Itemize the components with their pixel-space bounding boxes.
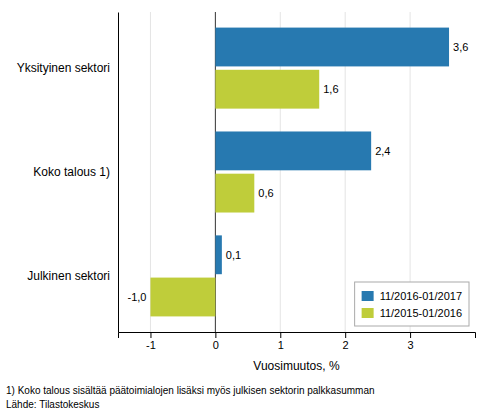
tick-mark <box>345 332 346 338</box>
y-axis-line <box>118 13 119 333</box>
legend-frame <box>355 282 469 326</box>
data-label: 1,6 <box>323 83 338 95</box>
y-tick: Julkinen sektori <box>27 269 110 283</box>
legend-swatch <box>362 308 374 318</box>
tick-label: Yksityinen sektori <box>17 61 110 75</box>
y-axis: Julkinen sektori Koko talous 1) Yksityinen… <box>17 13 119 333</box>
footnote: Lähde: Tilastokeskus <box>6 399 99 410</box>
tick-label: 3 <box>408 339 414 351</box>
bar <box>215 235 221 274</box>
data-label: 0,6 <box>258 187 273 199</box>
x-tick: 0 <box>213 332 219 351</box>
tick-label: 0 <box>213 339 219 351</box>
legend-label: 11/2016-01/2017 <box>380 290 462 302</box>
chart: 0,1 2,4 3,6 -1,0 0,6 1,6 -1 0 1 2 3 Julkinen sektor… <box>0 0 493 416</box>
y-tick: Yksityinen sektori <box>17 61 110 75</box>
tick-label: 2 <box>343 339 349 351</box>
bar <box>215 28 449 67</box>
bars <box>150 28 449 317</box>
data-label: 2,4 <box>375 145 390 157</box>
x-tick: 1 <box>278 332 284 351</box>
tick-label: Julkinen sektori <box>27 269 110 283</box>
tick-mark <box>410 332 411 338</box>
tick-mark <box>280 332 281 338</box>
tick-label: -1 <box>146 339 156 351</box>
footnote: 1) Koko talous sisältää päätoimialojen l… <box>6 385 375 396</box>
bar <box>215 174 254 213</box>
legend-label: 11/2015-01/2016 <box>380 307 462 319</box>
x-tick: 2 <box>343 332 349 351</box>
y-tick: Koko talous 1) <box>33 165 110 179</box>
tick-mark <box>150 332 151 338</box>
data-label: 3,6 <box>453 41 468 53</box>
data-labels: 0,1 2,4 3,6 -1,0 0,6 1,6 <box>127 41 468 303</box>
legend: 11/2016-01/2017 11/2015-01/2016 <box>355 282 469 326</box>
tick-label: Koko talous 1) <box>33 165 110 179</box>
x-tick: -1 <box>146 332 156 351</box>
bar <box>215 131 371 170</box>
bar <box>215 70 319 109</box>
data-label: -1,0 <box>127 291 146 303</box>
tick-mark <box>215 332 216 338</box>
tick-label: 1 <box>278 339 284 351</box>
x-axis-title: Vuosimuutos, % <box>253 359 340 373</box>
bar <box>150 278 215 317</box>
x-axis: -1 0 1 2 3 <box>119 332 476 351</box>
data-label: 0,1 <box>226 249 241 261</box>
x-axis-line <box>119 333 476 339</box>
x-tick: 3 <box>408 332 414 351</box>
legend-swatch <box>362 291 374 301</box>
